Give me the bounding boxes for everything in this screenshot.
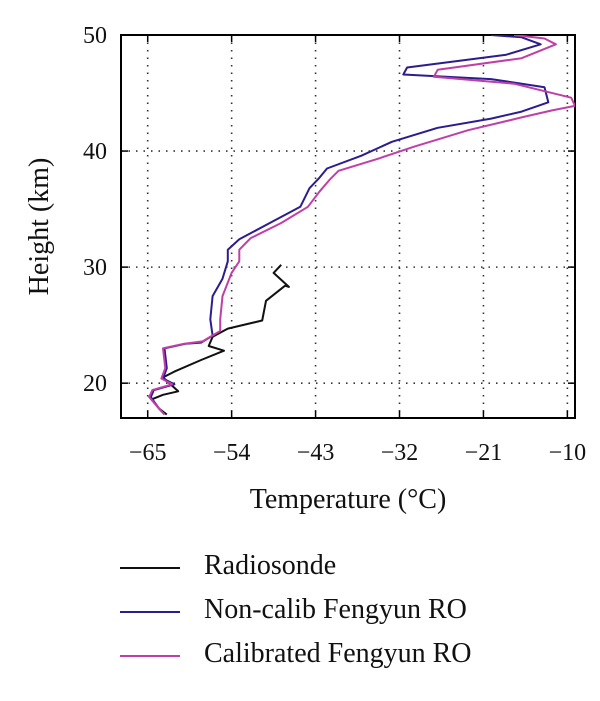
legend-swatch-calibrated [120,655,180,657]
legend-label-non-calib: Non-calib Fengyun RO [204,594,467,625]
x-tick-label: −32 [381,440,419,466]
y-tick-label: 50 [83,23,107,49]
y-axis-title: Height (km) [24,158,55,296]
plot-frame [120,34,576,419]
y-tick-label: 20 [83,371,107,397]
x-tick-label: −65 [129,440,167,466]
x-tick-label: −10 [549,440,587,466]
y-tick-label: 40 [83,139,107,165]
series-line-radiosonde [150,264,290,416]
x-axis-title: Temperature (°C) [250,484,447,515]
y-tick-label: 30 [83,255,107,281]
grid-lines [121,34,575,418]
x-axis-ticks: −65 −54 −43 −32 −21 −10 [129,35,586,466]
x-tick-label: −54 [213,440,251,466]
y-axis-ticks: 20 30 40 50 [83,23,575,397]
x-tick-label: −21 [465,440,503,466]
legend-swatch-non-calib [120,611,180,613]
chart-canvas: −65 −54 −43 −32 −21 −10 20 30 40 50 Temperature … [24,23,586,515]
legend-label-calibrated: Calibrated Fengyun RO [204,638,472,669]
series-line-non-calib [149,35,550,416]
series-lines [148,35,575,416]
legend-label-radiosonde: Radiosonde [204,550,337,581]
legend-swatch-radiosonde [120,567,180,569]
series-line-calibrated [148,35,575,416]
x-tick-label: −43 [297,440,335,466]
